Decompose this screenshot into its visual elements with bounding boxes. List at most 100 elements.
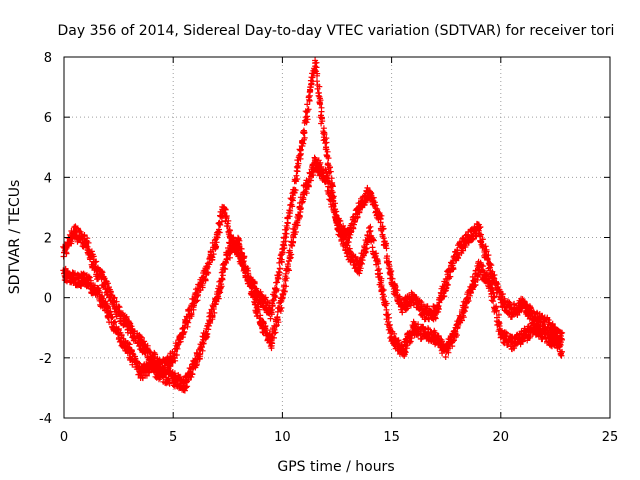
data-point [323, 144, 330, 151]
y-axis-label: SDTVAR / TECUs [7, 180, 23, 295]
data-point [399, 348, 406, 355]
plot-area [60, 57, 566, 394]
data-point [312, 60, 319, 67]
y-tick-label: 6 [44, 111, 52, 126]
data-point [279, 249, 286, 256]
x-tick-label: 10 [274, 430, 291, 445]
axis-ticks: 0 5 10 15 20 25 -4 -2 0 2 4 6 8 [39, 51, 618, 445]
data-point [213, 234, 220, 241]
data-markers [60, 57, 566, 375]
data-point [465, 234, 472, 241]
data-point [312, 159, 319, 166]
data-point [355, 264, 362, 271]
data-point [454, 249, 461, 256]
data-point [486, 264, 493, 271]
data-point [410, 324, 417, 331]
data-point [519, 300, 526, 307]
data-point [421, 330, 428, 337]
data-point [443, 279, 450, 286]
data-point [170, 375, 177, 382]
data-point [290, 234, 297, 241]
data-point [279, 294, 286, 301]
data-point [93, 288, 100, 295]
data-point [213, 294, 220, 301]
x-tick-label: 0 [60, 430, 68, 445]
data-point [355, 204, 362, 211]
data-point [104, 285, 111, 292]
data-point [159, 372, 166, 379]
x-tick-label: 5 [169, 430, 177, 445]
data-point [137, 369, 144, 376]
data-point [192, 360, 199, 367]
data-point [220, 204, 227, 211]
data-point [316, 99, 323, 106]
data-point [202, 270, 209, 277]
data-point [399, 303, 406, 310]
data-point [530, 324, 537, 331]
x-tick-label: 20 [493, 430, 510, 445]
data-point [323, 174, 330, 181]
data-point [530, 315, 537, 322]
data-point [268, 309, 275, 316]
data-point [344, 249, 351, 256]
data-point [421, 309, 428, 316]
data-point [226, 234, 233, 241]
data-point [486, 279, 493, 286]
data-point [115, 330, 122, 337]
data-point [246, 279, 253, 286]
data-point [181, 381, 188, 388]
x-tick-label: 15 [383, 430, 400, 445]
chart-title: Day 356 of 2014, Sidereal Day-to-day VTE… [58, 23, 615, 39]
data-point [202, 330, 209, 337]
data-point [71, 276, 78, 283]
y-tick-label: -4 [39, 412, 52, 427]
grid [64, 57, 610, 418]
data-point [115, 309, 122, 316]
x-axis-label: GPS time / hours [277, 459, 394, 475]
data-point [104, 309, 111, 316]
x-tick-label: 25 [602, 430, 619, 445]
data-point [71, 228, 78, 235]
data-series [60, 57, 566, 375]
data-point [558, 336, 565, 343]
data-point [519, 333, 526, 340]
y-tick-label: 0 [44, 292, 52, 307]
data-point [307, 84, 314, 91]
data-point [454, 324, 461, 331]
data-point [410, 294, 417, 301]
data-point [148, 363, 155, 370]
data-point [235, 240, 242, 247]
data-point [224, 249, 231, 256]
data-point [443, 348, 450, 355]
data-point [126, 324, 133, 331]
data-point [432, 333, 439, 340]
data-point [497, 294, 504, 301]
data-point [257, 294, 264, 301]
data-point [181, 324, 188, 331]
data-point [475, 264, 482, 271]
data-point [334, 219, 340, 226]
data-point [475, 225, 482, 232]
data-point [388, 333, 395, 340]
data-point [388, 279, 395, 286]
y-tick-label: -2 [39, 352, 52, 367]
data-point [558, 348, 565, 355]
data-point [497, 330, 504, 337]
y-tick-label: 4 [44, 171, 52, 186]
data-point [432, 309, 439, 316]
data-point [82, 276, 89, 283]
data-point [508, 339, 515, 346]
data-point [366, 189, 373, 196]
data-point [541, 318, 548, 325]
data-point [137, 339, 144, 346]
data-point [268, 339, 275, 346]
data-point [170, 354, 177, 361]
data-point [82, 240, 89, 247]
data-point [552, 339, 559, 346]
y-tick-label: 2 [44, 232, 52, 247]
data-point [366, 228, 373, 235]
data-point [377, 279, 384, 286]
data-point [508, 309, 515, 316]
data-point [192, 294, 199, 301]
